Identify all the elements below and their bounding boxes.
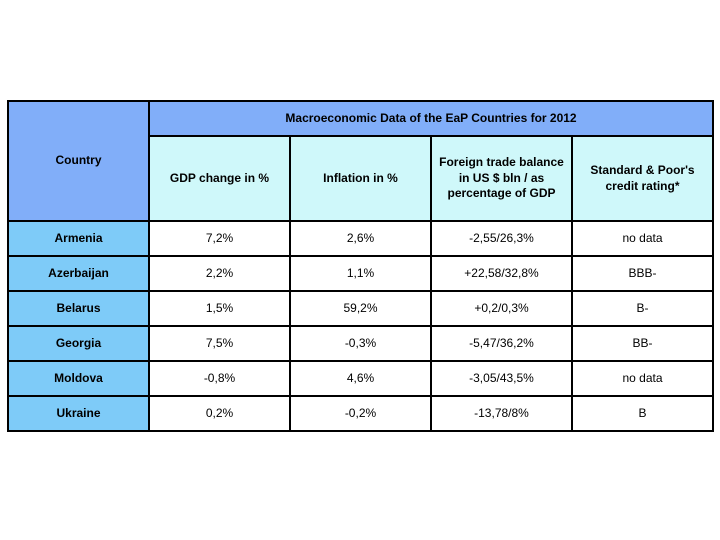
gdp-change-cell: 0,2% bbox=[148, 395, 291, 432]
country-cell: Belarus bbox=[7, 290, 150, 327]
table-row-moldova: Moldova -0,8% 4,6% -3,05/43,5% no data bbox=[7, 360, 715, 397]
table-row-belarus: Belarus 1,5% 59,2% +0,2/0,3% B- bbox=[7, 290, 715, 327]
table-title-row: Country Macroeconomic Data of the EaP Co… bbox=[7, 100, 715, 222]
country-cell: Armenia bbox=[7, 220, 150, 257]
credit-rating-cell: no data bbox=[570, 360, 715, 397]
table-subheader-row: GDP change in % Inflation in % Foreign t… bbox=[8, 135, 715, 222]
table-title: Macroeconomic Data of the EaP Countries … bbox=[147, 100, 715, 137]
column-header-foreign-trade-balance: Foreign trade balance in US $ bln / as p… bbox=[430, 135, 573, 222]
macroeconomic-data-table: Country Macroeconomic Data of the EaP Co… bbox=[7, 100, 715, 432]
column-header-inflation: Inflation in % bbox=[289, 135, 432, 222]
trade-balance-cell: -5,47/36,2% bbox=[430, 325, 573, 362]
table-row-azerbaijan: Azerbaijan 2,2% 1,1% +22,58/32,8% BBB- bbox=[7, 255, 715, 292]
gdp-change-cell: 1,5% bbox=[148, 290, 291, 327]
inflation-cell: 2,6% bbox=[289, 220, 432, 257]
country-cell: Georgia bbox=[7, 325, 150, 362]
inflation-cell: 4,6% bbox=[289, 360, 432, 397]
credit-rating-cell: BBB- bbox=[570, 255, 715, 292]
country-column-header: Country bbox=[7, 100, 150, 222]
inflation-cell: 1,1% bbox=[289, 255, 432, 292]
country-cell: Moldova bbox=[7, 360, 150, 397]
trade-balance-cell: +22,58/32,8% bbox=[430, 255, 573, 292]
inflation-cell: -0,3% bbox=[289, 325, 432, 362]
column-header-credit-rating: Standard & Poor's credit rating* bbox=[570, 135, 715, 222]
gdp-change-cell: -0,8% bbox=[148, 360, 291, 397]
column-header-gdp-change: GDP change in % bbox=[148, 135, 291, 222]
trade-balance-cell: -13,78/8% bbox=[430, 395, 573, 432]
table-row-georgia: Georgia 7,5% -0,3% -5,47/36,2% BB- bbox=[7, 325, 715, 362]
credit-rating-cell: BB- bbox=[570, 325, 715, 362]
country-cell: Ukraine bbox=[7, 395, 150, 432]
credit-rating-cell: B- bbox=[570, 290, 715, 327]
country-cell: Azerbaijan bbox=[7, 255, 150, 292]
gdp-change-cell: 7,2% bbox=[148, 220, 291, 257]
table-row-armenia: Armenia 7,2% 2,6% -2,55/26,3% no data bbox=[7, 220, 715, 257]
gdp-change-cell: 2,2% bbox=[148, 255, 291, 292]
table-row-ukraine: Ukraine 0,2% -0,2% -13,78/8% B bbox=[7, 395, 715, 432]
credit-rating-cell: B bbox=[570, 395, 715, 432]
credit-rating-cell: no data bbox=[570, 220, 715, 257]
trade-balance-cell: -2,55/26,3% bbox=[430, 220, 573, 257]
gdp-change-cell: 7,5% bbox=[148, 325, 291, 362]
trade-balance-cell: +0,2/0,3% bbox=[430, 290, 573, 327]
inflation-cell: 59,2% bbox=[289, 290, 432, 327]
inflation-cell: -0,2% bbox=[289, 395, 432, 432]
trade-balance-cell: -3,05/43,5% bbox=[430, 360, 573, 397]
